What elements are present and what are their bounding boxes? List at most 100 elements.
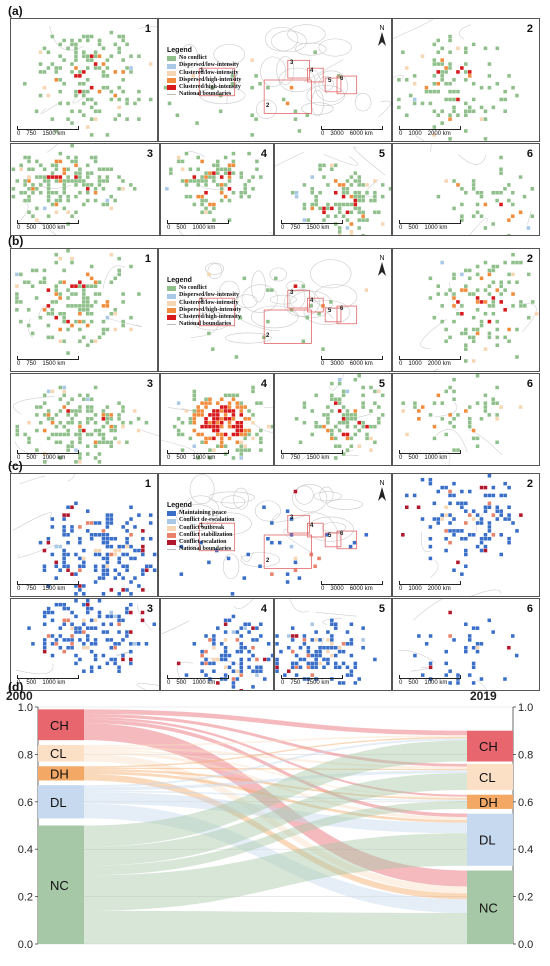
grid-cell xyxy=(97,460,102,464)
grid-cell xyxy=(330,436,334,441)
grid-cell xyxy=(208,448,212,452)
grid-cell xyxy=(275,665,279,670)
grid-cell xyxy=(491,296,496,300)
grid-cell xyxy=(74,460,78,464)
grid-cell xyxy=(285,509,290,513)
scalebar: 0 500 1000 km xyxy=(167,675,229,686)
grid-cell xyxy=(219,417,224,421)
grid-cell xyxy=(66,194,70,199)
grid-cell xyxy=(148,62,153,66)
grid-cell xyxy=(66,513,70,517)
grid-cell xyxy=(275,642,279,646)
grid-cell xyxy=(109,413,113,417)
grid-cell xyxy=(519,260,523,265)
grid-cell xyxy=(200,432,204,437)
grid-cell xyxy=(78,74,82,78)
grid-cell xyxy=(223,413,228,417)
grid-cell xyxy=(89,606,94,611)
grid-cell xyxy=(298,665,303,670)
scalebar-line xyxy=(399,220,461,224)
sankey-flow xyxy=(84,767,467,771)
grid-cell xyxy=(93,280,98,285)
grid-cell xyxy=(333,661,338,666)
grid-cell xyxy=(251,626,255,630)
grid-cell xyxy=(330,163,334,168)
grid-cell xyxy=(507,198,511,203)
sankey-flow xyxy=(84,750,467,821)
grid-cell xyxy=(436,50,441,55)
grid-cell xyxy=(258,81,262,86)
grid-cell xyxy=(333,222,338,226)
grid-cell xyxy=(479,517,484,521)
map-number: 4 xyxy=(260,603,267,615)
grid-cell xyxy=(105,440,110,445)
scalebar-line xyxy=(17,450,79,454)
grid-cell xyxy=(113,117,118,121)
grid-cell xyxy=(141,568,145,572)
grid-cell xyxy=(310,661,315,666)
grid-cell xyxy=(125,101,129,106)
grid-cell xyxy=(46,610,51,615)
grid-cell xyxy=(507,74,511,78)
left-node-label: CL xyxy=(50,746,67,761)
grid-cell xyxy=(54,190,59,195)
grid-cell xyxy=(330,397,334,402)
grid-cell xyxy=(54,564,59,569)
grid-cell xyxy=(74,66,78,70)
grid-cell xyxy=(471,109,476,114)
grid-cell xyxy=(405,493,409,498)
grid-cell xyxy=(345,420,350,425)
grid-cell xyxy=(50,618,55,623)
right-node-label: DH xyxy=(479,795,498,810)
grid-cell xyxy=(330,642,334,646)
grid-cell xyxy=(326,206,330,211)
grid-cell xyxy=(487,335,492,340)
grid-cell xyxy=(507,517,511,521)
grid-cell xyxy=(204,661,208,666)
grid-cell xyxy=(101,592,106,596)
grid-cell xyxy=(42,268,47,273)
grid-cell xyxy=(479,323,484,328)
grid-cell xyxy=(341,661,346,666)
grid-cell xyxy=(15,292,19,296)
grid-cell xyxy=(377,405,381,409)
grid-cell xyxy=(180,420,185,425)
grid-cell xyxy=(140,618,145,623)
scalebar-line xyxy=(399,675,461,679)
scalebar: 0 500 1000 km xyxy=(17,220,79,231)
grid-cell xyxy=(440,401,445,405)
grid-cell xyxy=(349,234,354,235)
grid-cell xyxy=(62,319,66,324)
grid-cell xyxy=(78,393,82,398)
grid-cell xyxy=(361,638,365,642)
legend-label: Clustered/high-intensity xyxy=(179,314,241,321)
grid-cell xyxy=(66,198,70,203)
grid-cell xyxy=(456,560,460,565)
grid-cell xyxy=(239,657,244,662)
grid-cell xyxy=(78,167,82,172)
grid-cell xyxy=(58,409,63,413)
grid-cell xyxy=(239,634,244,638)
region-inset-box xyxy=(287,59,310,79)
grid-cell xyxy=(89,521,94,525)
right-node xyxy=(467,813,513,866)
scalebar-tick-label: 500 xyxy=(176,455,187,461)
grid-cell xyxy=(101,432,106,437)
grid-cell xyxy=(192,179,197,183)
grid-cell xyxy=(137,548,141,553)
grid-cell xyxy=(464,50,468,55)
legend-label: Clustered/low-intensity xyxy=(179,69,239,76)
landmass-outline xyxy=(289,290,333,319)
grid-cell xyxy=(479,85,484,90)
grid-cell xyxy=(62,525,66,529)
grid-cell xyxy=(212,420,216,425)
grid-cell xyxy=(105,630,110,634)
grid-cell xyxy=(105,133,110,137)
grid-cell xyxy=(456,113,460,117)
grid-cell xyxy=(97,292,102,296)
right-tick-label: 0.2 xyxy=(518,892,533,904)
grid-cell xyxy=(231,677,236,681)
scalebar-line xyxy=(17,220,79,224)
grid-cell xyxy=(89,34,94,39)
grid-cell xyxy=(85,272,90,277)
